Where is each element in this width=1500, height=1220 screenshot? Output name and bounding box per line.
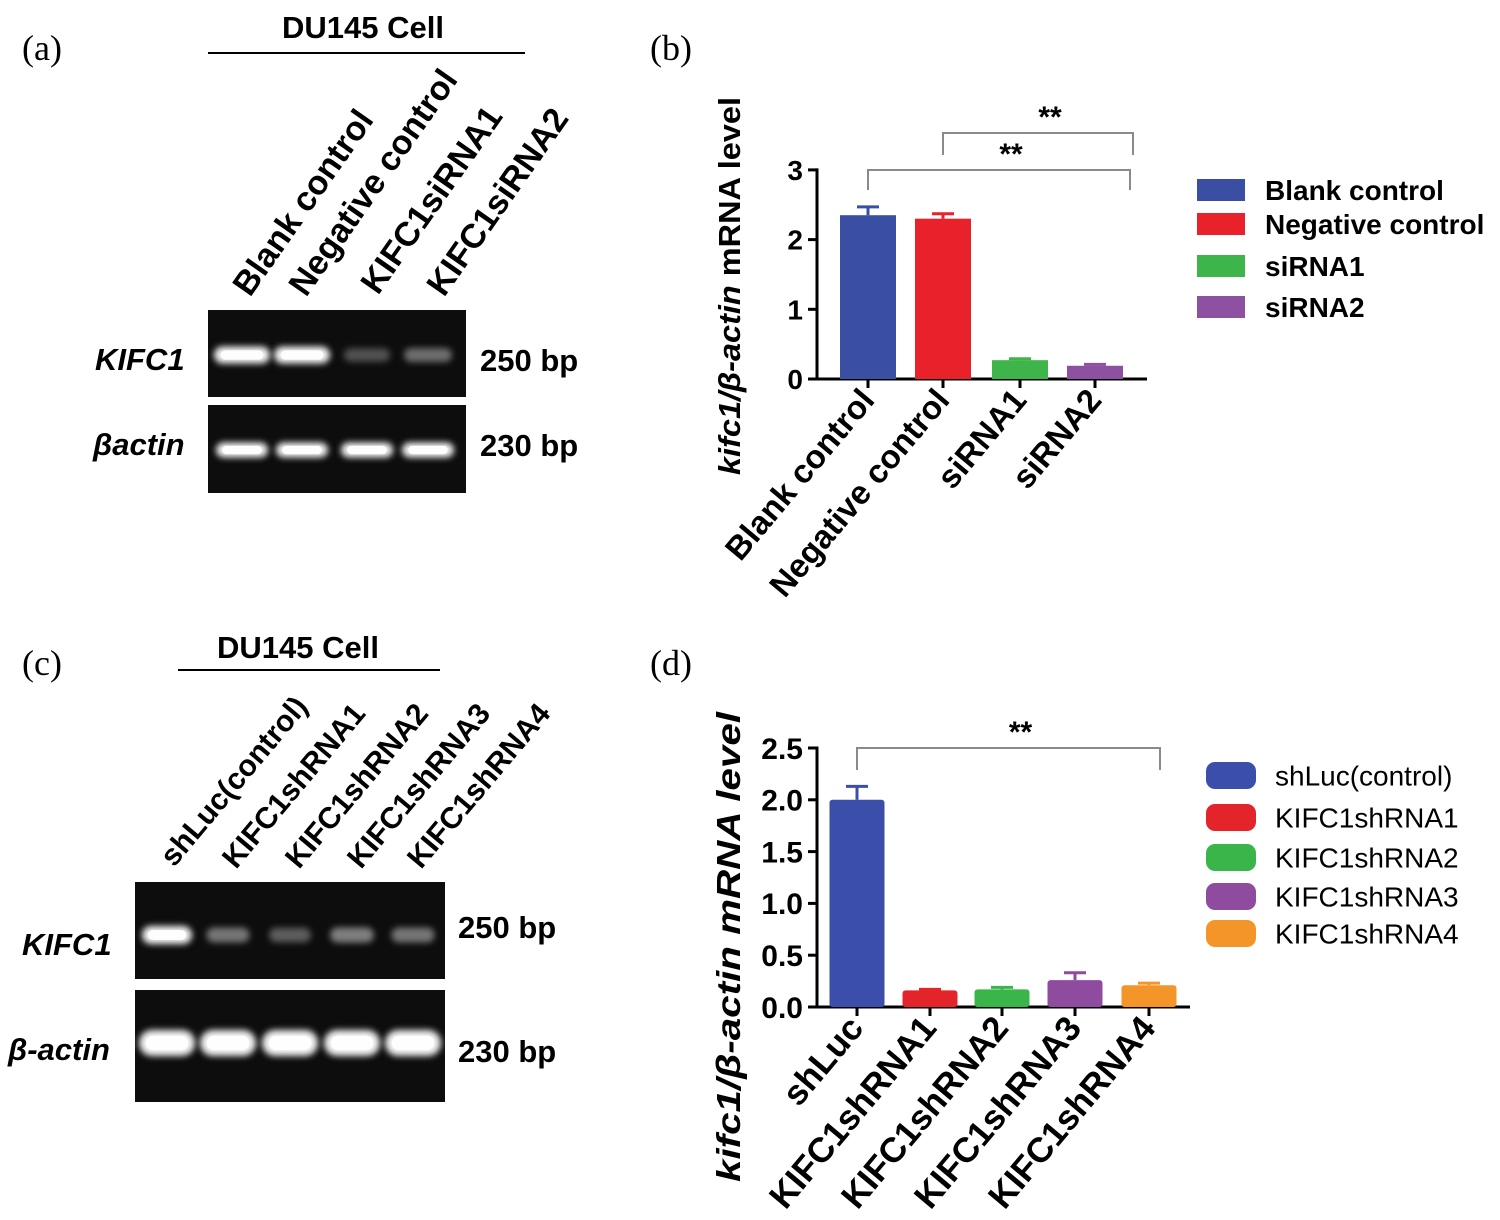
legend-swatch [1197, 213, 1245, 235]
panel-label: (a) [22, 28, 62, 68]
panel-label: (c) [22, 643, 62, 683]
y-axis-label-unit: mRNA level [712, 97, 747, 285]
gel-band-core [280, 350, 324, 360]
band-size-label: 230 bp [458, 1034, 556, 1069]
bar [840, 215, 896, 379]
y-tick-label: 1 [787, 294, 803, 325]
gene-label: β-actin [7, 1032, 110, 1067]
gel-band-core [206, 1035, 250, 1051]
gel-band-core [282, 445, 322, 455]
bar [1067, 365, 1123, 379]
significance-label: ** [1038, 101, 1062, 134]
legend-swatch [1206, 883, 1256, 910]
significance-label: ** [999, 138, 1023, 171]
legend-swatch [1197, 179, 1245, 201]
y-tick-label: 2.5 [761, 733, 803, 766]
legend-label: KIFC1shRNA1 [1275, 803, 1459, 834]
gel-band [269, 927, 311, 943]
y-tick-label: 1.0 [761, 888, 803, 921]
y-tick-label: 0 [787, 364, 803, 395]
significance-bracket [942, 132, 1134, 155]
panel-label: (d) [650, 643, 692, 683]
legend-label: siRNA1 [1265, 251, 1365, 282]
legend-swatch [1197, 255, 1245, 277]
band-size-label: 250 bp [458, 910, 556, 945]
bar [902, 990, 958, 1007]
panel-label: (b) [650, 28, 692, 68]
significance-bracket [867, 169, 1131, 190]
significance-bracket [856, 747, 1161, 770]
y-tick-label: 1.5 [761, 836, 803, 869]
gel-blot [208, 310, 466, 493]
y-tick-label: 2 [787, 225, 803, 256]
bar [915, 218, 971, 379]
legend-label: Blank control [1265, 175, 1444, 206]
y-axis-label-gene-ratio: kifc1/β-actin [712, 285, 747, 475]
bar [829, 799, 885, 1007]
gene-label: βactin [92, 427, 185, 462]
legend-swatch [1206, 762, 1256, 789]
gene-label: KIFC1 [22, 927, 112, 962]
gel-band-core [330, 1035, 374, 1051]
gel-band-core [220, 350, 264, 360]
bar [1121, 985, 1177, 1007]
gel-band-core [268, 1035, 312, 1051]
gel-band-core [148, 929, 186, 941]
gel-band [330, 927, 374, 943]
panel-a: (a) DU145 Cell Blank control Negative co… [22, 10, 578, 493]
y-axis-label: kifc1/β-actin mRNA level [712, 97, 747, 475]
gel-band-core [222, 445, 262, 455]
legend-label: KIFC1shRNA2 [1275, 843, 1459, 874]
legend-swatch [1197, 296, 1245, 318]
gel-band [343, 348, 391, 362]
gel-blot [135, 882, 445, 1102]
gel-band-core [347, 445, 387, 455]
bar [974, 989, 1030, 1007]
legend-label: KIFC1shRNA4 [1275, 919, 1459, 950]
y-tick-label: 2.0 [761, 785, 803, 818]
gel-band [404, 347, 452, 363]
gel-band [206, 927, 250, 943]
y-tick-label: 3 [787, 155, 803, 186]
legend-swatch [1206, 920, 1256, 947]
significance-label: ** [1009, 716, 1033, 749]
cell-line-header: DU145 Cell [282, 10, 444, 45]
y-axis-label: kifc1/β-actin mRNA level [710, 711, 747, 1182]
legend-label: shLuc(control) [1275, 761, 1452, 792]
gel-band-core [145, 1035, 189, 1051]
gel-band-core [391, 1035, 435, 1051]
bar [1047, 980, 1103, 1007]
panel-d: (d) 0.00.51.01.52.02.5shLucKIFC1shRNA1KI… [650, 643, 1459, 1216]
cell-line-header: DU145 Cell [217, 630, 379, 665]
panel-c: (c) DU145 Cell shLuc(control) KIFC1shRNA… [7, 630, 557, 1102]
gene-label: KIFC1 [95, 342, 185, 377]
legend-label: siRNA2 [1265, 292, 1365, 323]
y-tick-label: 0.0 [761, 992, 803, 1025]
legend-swatch [1206, 844, 1256, 871]
gel-band-core [408, 445, 448, 455]
legend-label: Negative control [1265, 209, 1484, 240]
legend-label: KIFC1shRNA3 [1275, 882, 1459, 913]
bar [992, 360, 1048, 379]
band-size-label: 230 bp [480, 428, 578, 463]
band-size-label: 250 bp [480, 343, 578, 378]
gel-band [391, 927, 435, 943]
legend-swatch [1206, 804, 1256, 831]
y-tick-label: 0.5 [761, 940, 803, 973]
